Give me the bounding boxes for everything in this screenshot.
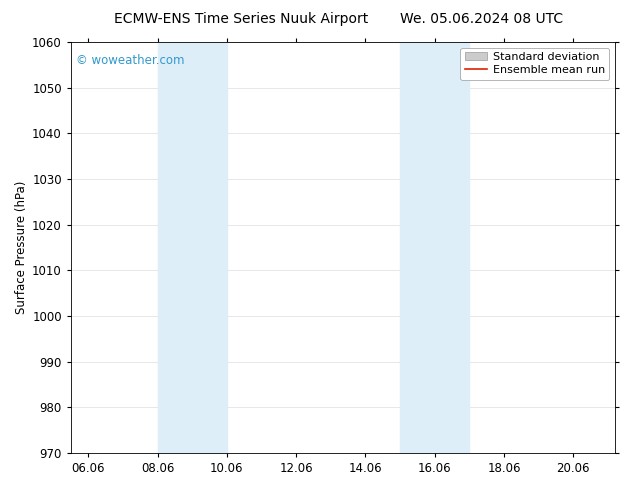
Text: ECMW-ENS Time Series Nuuk Airport: ECMW-ENS Time Series Nuuk Airport <box>113 12 368 26</box>
Bar <box>158 42 227 453</box>
Legend: Standard deviation, Ensemble mean run: Standard deviation, Ensemble mean run <box>460 48 609 80</box>
Text: © woweather.com: © woweather.com <box>76 54 185 68</box>
Y-axis label: Surface Pressure (hPa): Surface Pressure (hPa) <box>15 181 28 314</box>
Bar <box>400 42 469 453</box>
Text: We. 05.06.2024 08 UTC: We. 05.06.2024 08 UTC <box>400 12 564 26</box>
